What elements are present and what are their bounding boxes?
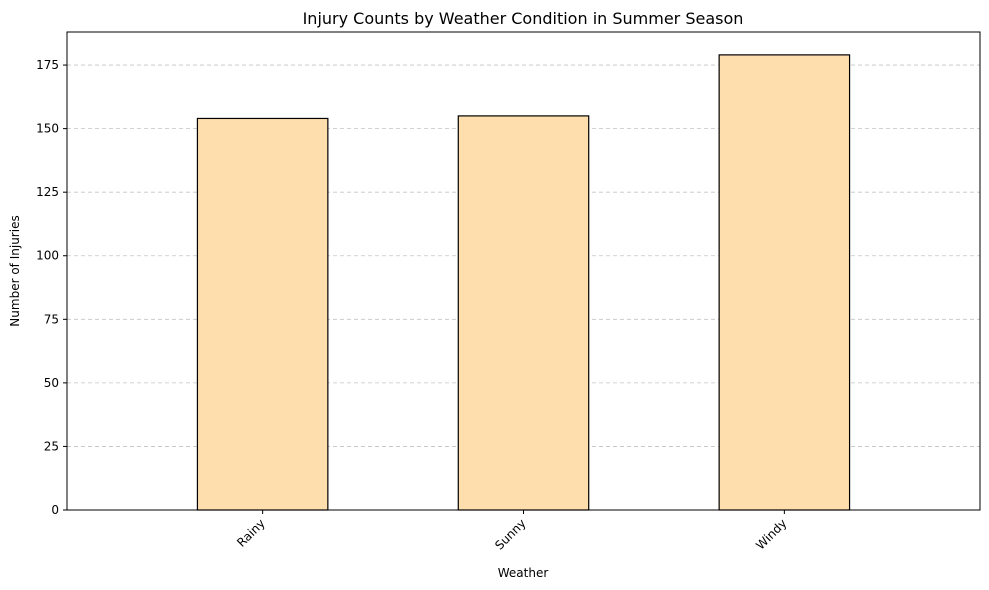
bars (196, 54, 851, 511)
y-axis-ticks: 0 25 50 75 100 125 150 175 (36, 58, 67, 517)
x-axis-ticks: Rainy Sunny Windy (234, 510, 789, 553)
x-tick-label: Windy (753, 516, 789, 552)
y-axis-label: Number of Injuries (8, 215, 22, 326)
y-tick-label: 100 (36, 249, 59, 263)
y-tick-label: 175 (36, 58, 59, 72)
x-tick-label: Sunny (492, 516, 528, 552)
chart-title: Injury Counts by Weather Condition in Su… (303, 9, 744, 28)
y-tick-label: 150 (36, 122, 59, 136)
bar-sunny (457, 115, 590, 511)
bar-rainy (196, 117, 329, 511)
x-tick-label: Rainy (234, 516, 268, 550)
x-axis-label: Weather (498, 566, 549, 580)
y-tick-label: 50 (44, 376, 59, 390)
bar-windy (718, 54, 851, 511)
y-tick-label: 125 (36, 185, 59, 199)
y-tick-label: 0 (51, 503, 59, 517)
y-tick-label: 75 (44, 312, 59, 326)
y-tick-label: 25 (44, 439, 59, 453)
